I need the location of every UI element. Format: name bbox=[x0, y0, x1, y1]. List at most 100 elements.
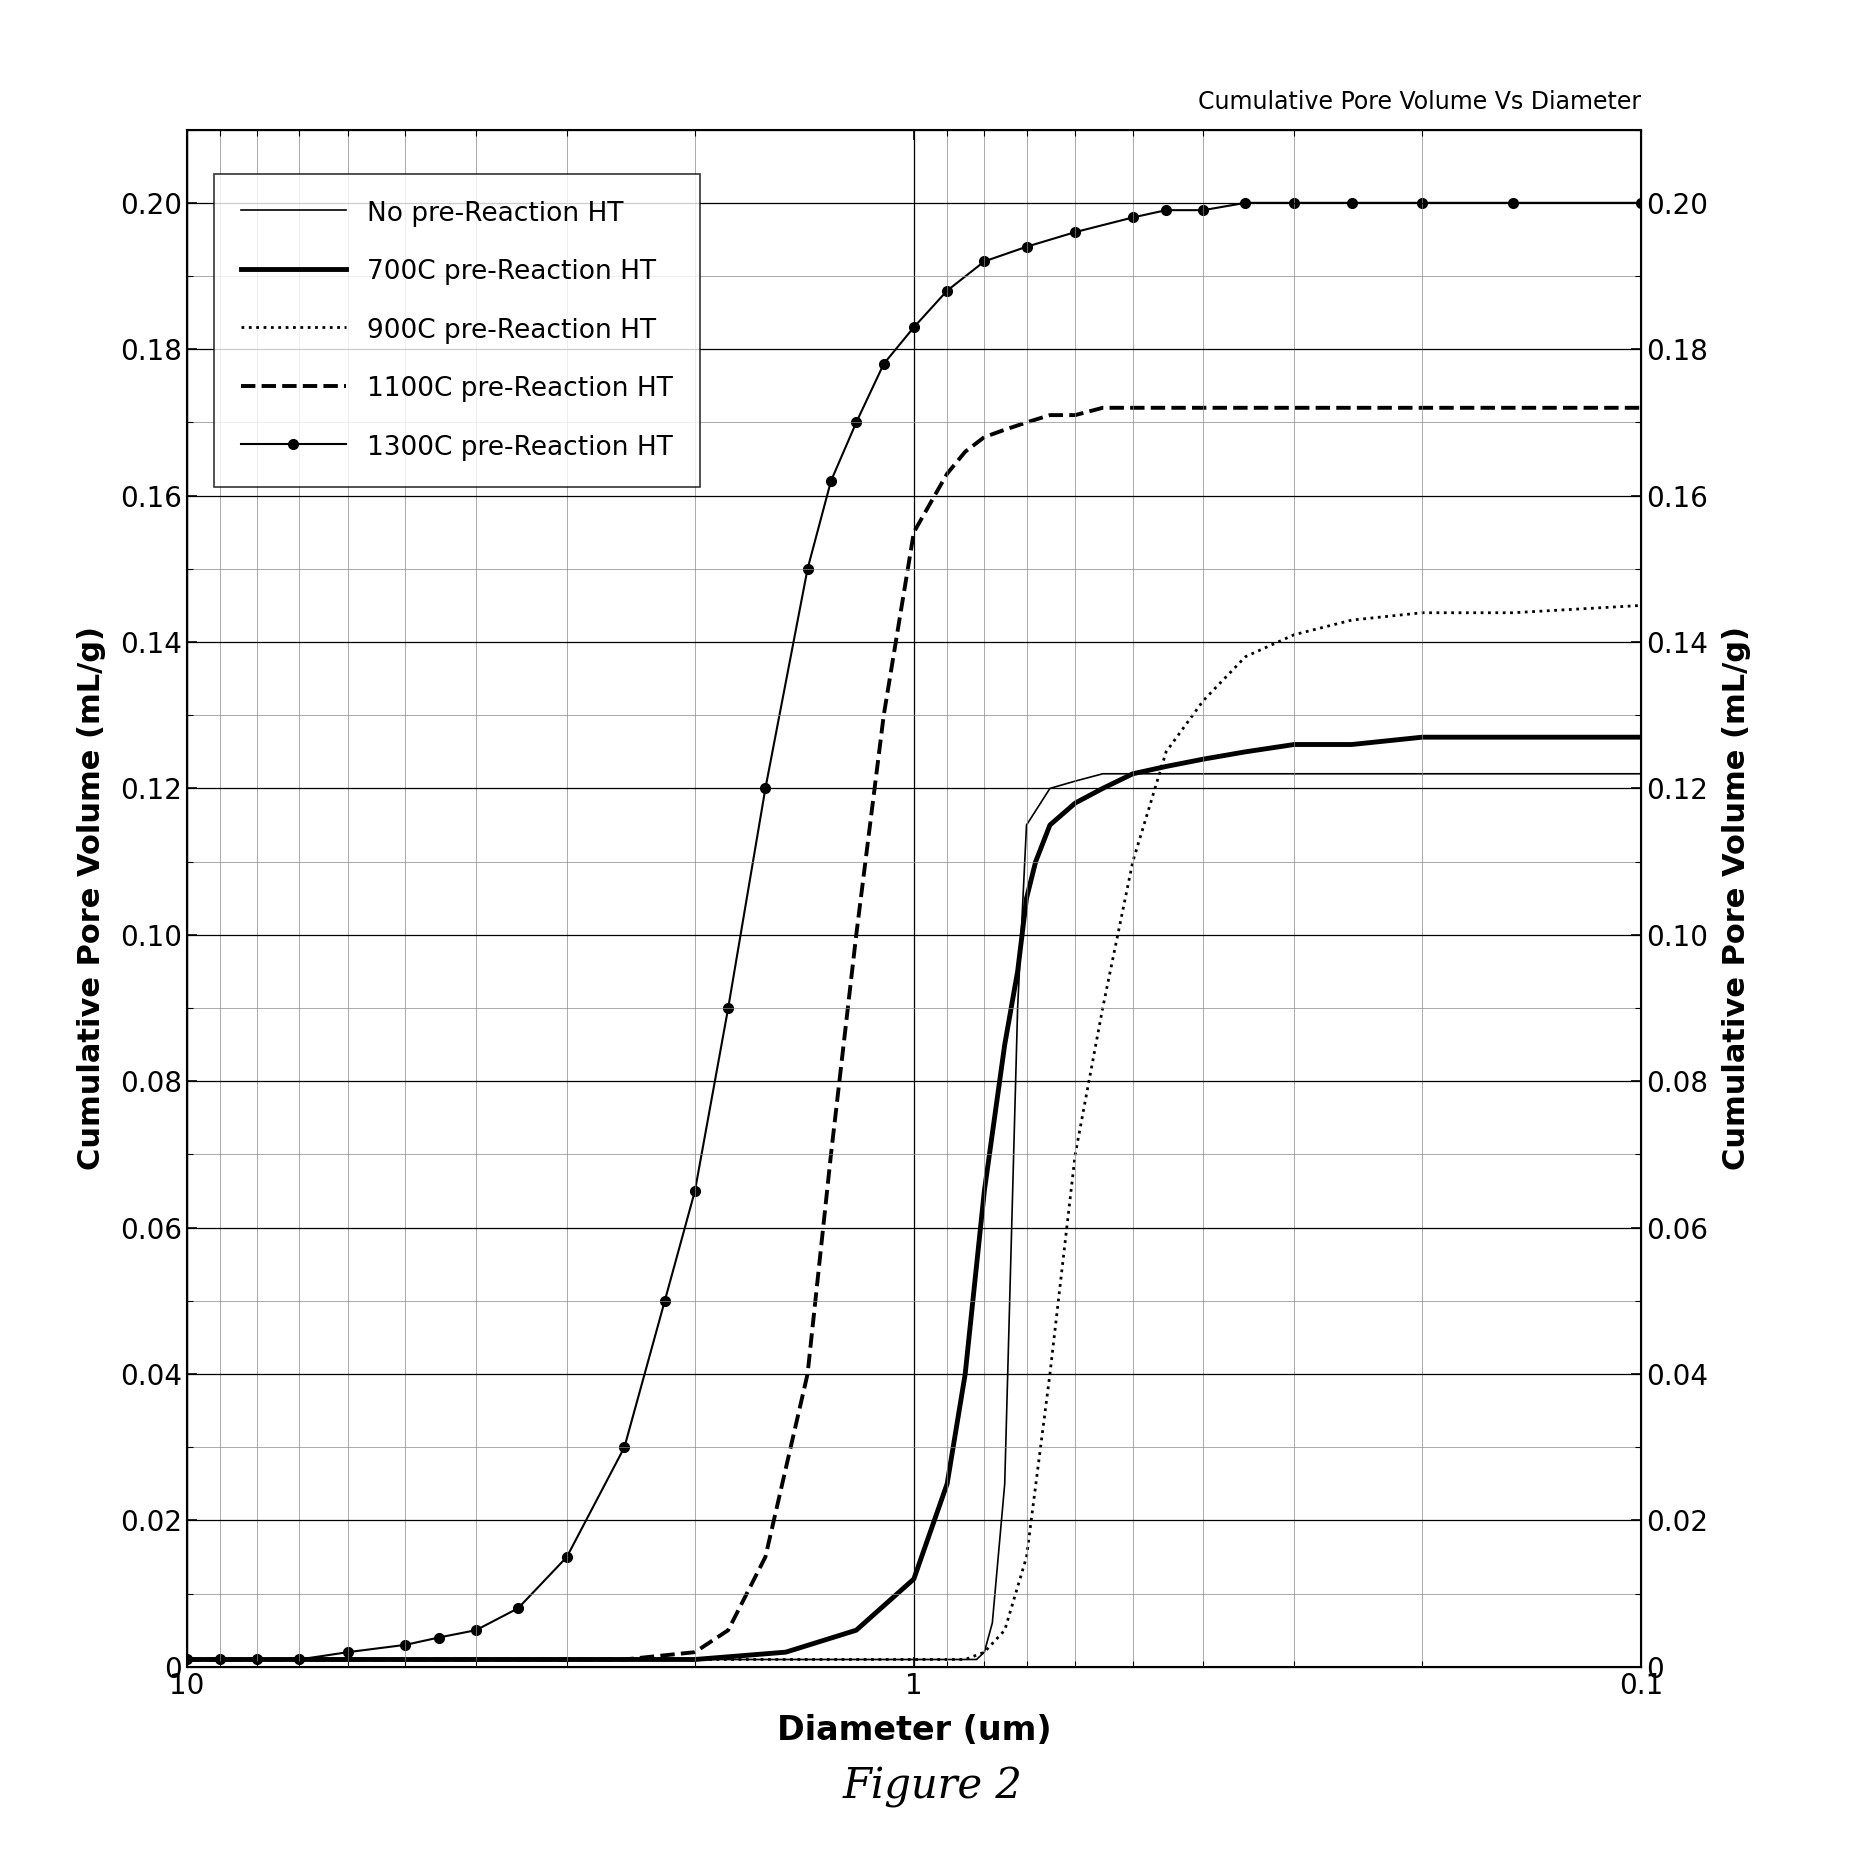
1100C pre-Reaction HT bbox=[464, 1648, 487, 1671]
1100C pre-Reaction HT bbox=[1191, 396, 1213, 419]
900C pre-Reaction HT bbox=[774, 1648, 796, 1671]
700C pre-Reaction HT bbox=[1023, 850, 1046, 872]
900C pre-Reaction HT bbox=[1120, 850, 1143, 872]
700C pre-Reaction HT bbox=[973, 1180, 995, 1202]
No pre-Reaction HT bbox=[1007, 996, 1029, 1019]
No pre-Reaction HT bbox=[1501, 763, 1523, 785]
900C pre-Reaction HT bbox=[337, 1648, 360, 1671]
No pre-Reaction HT bbox=[1191, 763, 1213, 785]
900C pre-Reaction HT bbox=[994, 1619, 1016, 1641]
900C pre-Reaction HT bbox=[175, 1648, 198, 1671]
1300C pre-Reaction HT bbox=[902, 317, 925, 339]
No pre-Reaction HT bbox=[1411, 763, 1433, 785]
Text: Cumulative Pore Volume Vs Diameter: Cumulative Pore Volume Vs Diameter bbox=[1197, 91, 1640, 115]
1100C pre-Reaction HT bbox=[1120, 396, 1143, 419]
1300C pre-Reaction HT bbox=[652, 1289, 675, 1311]
1300C pre-Reaction HT bbox=[1340, 193, 1363, 215]
Line: 1300C pre-Reaction HT: 1300C pre-Reaction HT bbox=[181, 198, 1646, 1665]
1100C pre-Reaction HT bbox=[1340, 396, 1363, 419]
1300C pre-Reaction HT bbox=[175, 1648, 198, 1671]
No pre-Reaction HT bbox=[994, 1472, 1016, 1495]
700C pre-Reaction HT bbox=[1411, 726, 1433, 748]
900C pre-Reaction HT bbox=[973, 1641, 995, 1663]
1300C pre-Reaction HT bbox=[1411, 193, 1433, 215]
1100C pre-Reaction HT bbox=[1064, 404, 1087, 426]
900C pre-Reaction HT bbox=[1629, 594, 1652, 617]
700C pre-Reaction HT bbox=[1629, 726, 1652, 748]
No pre-Reaction HT bbox=[936, 1648, 958, 1671]
Line: No pre-Reaction HT: No pre-Reaction HT bbox=[186, 774, 1640, 1659]
No pre-Reaction HT bbox=[1120, 763, 1143, 785]
No pre-Reaction HT bbox=[1064, 770, 1087, 793]
1100C pre-Reaction HT bbox=[1154, 396, 1176, 419]
1100C pre-Reaction HT bbox=[753, 1546, 775, 1569]
1100C pre-Reaction HT bbox=[1038, 404, 1061, 426]
900C pre-Reaction HT bbox=[1340, 609, 1363, 632]
1100C pre-Reaction HT bbox=[337, 1648, 360, 1671]
1100C pre-Reaction HT bbox=[796, 1363, 818, 1385]
700C pre-Reaction HT bbox=[1154, 756, 1176, 778]
1100C pre-Reaction HT bbox=[716, 1619, 738, 1641]
X-axis label: Diameter (um): Diameter (um) bbox=[775, 1713, 1051, 1746]
1100C pre-Reaction HT bbox=[844, 924, 867, 946]
No pre-Reaction HT bbox=[393, 1648, 416, 1671]
700C pre-Reaction HT bbox=[1191, 748, 1213, 770]
1100C pre-Reaction HT bbox=[684, 1641, 706, 1663]
900C pre-Reaction HT bbox=[1282, 624, 1305, 646]
1300C pre-Reaction HT bbox=[393, 1633, 416, 1656]
700C pre-Reaction HT bbox=[1064, 793, 1087, 815]
900C pre-Reaction HT bbox=[1154, 741, 1176, 763]
700C pre-Reaction HT bbox=[337, 1648, 360, 1671]
No pre-Reaction HT bbox=[337, 1648, 360, 1671]
1100C pre-Reaction HT bbox=[902, 520, 925, 543]
No pre-Reaction HT bbox=[919, 1648, 941, 1671]
1100C pre-Reaction HT bbox=[246, 1648, 268, 1671]
No pre-Reaction HT bbox=[1038, 778, 1061, 800]
1300C pre-Reaction HT bbox=[507, 1596, 529, 1619]
1100C pre-Reaction HT bbox=[1501, 396, 1523, 419]
700C pre-Reaction HT bbox=[555, 1648, 578, 1671]
No pre-Reaction HT bbox=[464, 1648, 487, 1671]
Line: 900C pre-Reaction HT: 900C pre-Reaction HT bbox=[186, 606, 1640, 1659]
No pre-Reaction HT bbox=[684, 1648, 706, 1671]
1100C pre-Reaction HT bbox=[1090, 396, 1113, 419]
1300C pre-Reaction HT bbox=[1501, 193, 1523, 215]
1300C pre-Reaction HT bbox=[1629, 193, 1652, 215]
700C pre-Reaction HT bbox=[464, 1648, 487, 1671]
1300C pre-Reaction HT bbox=[796, 557, 818, 580]
1300C pre-Reaction HT bbox=[1064, 220, 1087, 243]
No pre-Reaction HT bbox=[1629, 763, 1652, 785]
No pre-Reaction HT bbox=[1234, 763, 1256, 785]
700C pre-Reaction HT bbox=[1038, 813, 1061, 835]
1100C pre-Reaction HT bbox=[393, 1648, 416, 1671]
1300C pre-Reaction HT bbox=[287, 1648, 309, 1671]
700C pre-Reaction HT bbox=[994, 1033, 1016, 1056]
No pre-Reaction HT bbox=[902, 1648, 925, 1671]
1300C pre-Reaction HT bbox=[1154, 198, 1176, 220]
1300C pre-Reaction HT bbox=[555, 1546, 578, 1569]
No pre-Reaction HT bbox=[1282, 763, 1305, 785]
1100C pre-Reaction HT bbox=[994, 419, 1016, 441]
1300C pre-Reaction HT bbox=[613, 1435, 636, 1458]
1100C pre-Reaction HT bbox=[1629, 396, 1652, 419]
1300C pre-Reaction HT bbox=[684, 1180, 706, 1202]
No pre-Reaction HT bbox=[980, 1611, 1003, 1633]
700C pre-Reaction HT bbox=[1282, 733, 1305, 756]
900C pre-Reaction HT bbox=[1501, 602, 1523, 624]
700C pre-Reaction HT bbox=[1501, 726, 1523, 748]
1300C pre-Reaction HT bbox=[246, 1648, 268, 1671]
700C pre-Reaction HT bbox=[246, 1648, 268, 1671]
700C pre-Reaction HT bbox=[1120, 763, 1143, 785]
1300C pre-Reaction HT bbox=[1234, 193, 1256, 215]
1100C pre-Reaction HT bbox=[954, 441, 977, 463]
No pre-Reaction HT bbox=[246, 1648, 268, 1671]
No pre-Reaction HT bbox=[1154, 763, 1176, 785]
1300C pre-Reaction HT bbox=[464, 1619, 487, 1641]
1100C pre-Reaction HT bbox=[1411, 396, 1433, 419]
1300C pre-Reaction HT bbox=[820, 470, 843, 493]
900C pre-Reaction HT bbox=[936, 1648, 958, 1671]
1300C pre-Reaction HT bbox=[1120, 206, 1143, 228]
1300C pre-Reaction HT bbox=[1191, 198, 1213, 220]
900C pre-Reaction HT bbox=[464, 1648, 487, 1671]
900C pre-Reaction HT bbox=[902, 1648, 925, 1671]
